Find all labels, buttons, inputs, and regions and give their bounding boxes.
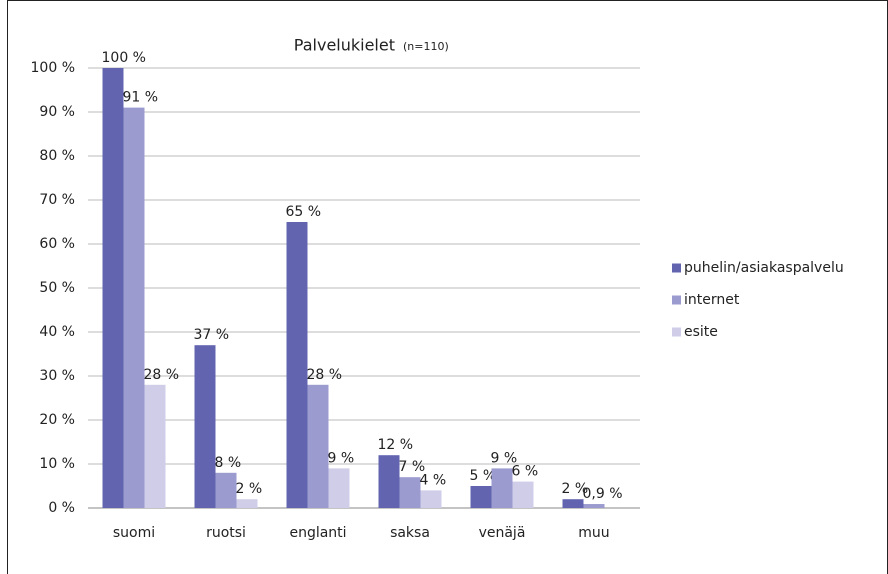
- legend-label: internet: [684, 292, 740, 308]
- data-label: 4 %: [420, 472, 447, 488]
- bar: [378, 455, 400, 508]
- y-tick-label: 50 %: [39, 280, 75, 296]
- bar: [102, 68, 124, 508]
- bar: [236, 499, 258, 508]
- x-tick-label: muu: [578, 525, 609, 541]
- data-label: 0,9 %: [583, 486, 623, 502]
- data-label: 28 %: [307, 367, 343, 383]
- data-label: 9 %: [491, 450, 518, 466]
- chart-subtitle: (n=110): [403, 40, 449, 53]
- bar: [144, 384, 166, 508]
- bar: [583, 504, 605, 508]
- bar: [420, 490, 442, 508]
- y-tick-label: 100 %: [31, 60, 75, 76]
- bar: [491, 468, 513, 508]
- data-label: 8 %: [215, 455, 242, 471]
- bar: [328, 468, 350, 508]
- y-tick-label: 0 %: [48, 500, 75, 516]
- y-tick-label: 30 %: [39, 368, 75, 384]
- data-label: 7 %: [399, 459, 426, 475]
- chart-title: Palvelukielet: [294, 36, 395, 55]
- bar: [123, 107, 145, 508]
- data-label: 5 %: [470, 468, 497, 484]
- x-tick-label: suomi: [113, 525, 155, 541]
- legend-label: puhelin/asiakaspalvelu: [684, 260, 844, 276]
- y-tick-label: 80 %: [39, 148, 75, 164]
- y-tick-label: 60 %: [39, 236, 75, 252]
- bar: [307, 384, 329, 508]
- bar: [194, 345, 216, 508]
- bar: [512, 481, 534, 508]
- legend-swatch: [672, 263, 681, 273]
- bar: [399, 477, 421, 508]
- data-label: 100 %: [102, 50, 146, 66]
- y-tick-label: 20 %: [39, 412, 75, 428]
- data-label: 37 %: [194, 327, 230, 343]
- data-label: 9 %: [328, 450, 355, 466]
- y-tick-label: 90 %: [39, 104, 75, 120]
- x-tick-label: englanti: [289, 525, 346, 541]
- x-tick-label: venäjä: [479, 525, 526, 541]
- x-tick-label: ruotsi: [206, 525, 246, 541]
- y-tick-label: 70 %: [39, 192, 75, 208]
- data-label: 65 %: [286, 204, 322, 220]
- y-tick-label: 40 %: [39, 324, 75, 340]
- legend-label: esite: [684, 324, 718, 340]
- x-tick-label: saksa: [390, 525, 430, 541]
- bar: [470, 486, 492, 508]
- data-label: 2 %: [562, 481, 589, 497]
- bar: [286, 222, 308, 508]
- data-label: 2 %: [236, 481, 263, 497]
- bar: [562, 499, 584, 508]
- data-label: 12 %: [378, 437, 414, 453]
- y-tick-label: 10 %: [39, 456, 75, 472]
- legend-swatch: [672, 295, 681, 305]
- data-label: 28 %: [144, 367, 180, 383]
- legend-swatch: [672, 327, 681, 337]
- data-label: 91 %: [123, 90, 159, 106]
- bar: [215, 472, 237, 508]
- data-label: 6 %: [512, 464, 539, 480]
